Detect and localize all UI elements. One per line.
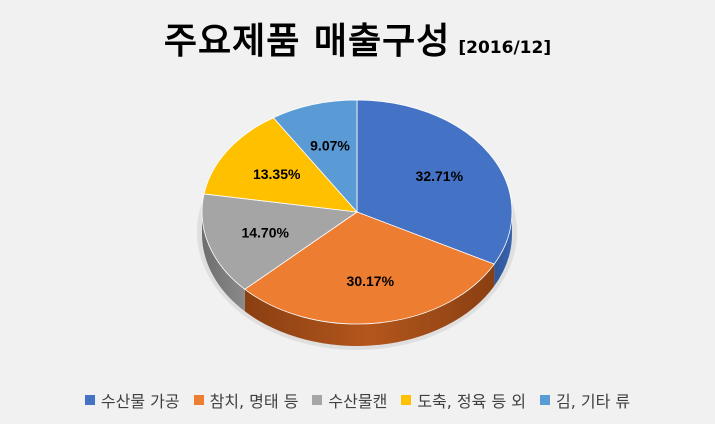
chart-title-main: 주요제품 매출구성 [163, 21, 451, 62]
legend-swatch [84, 395, 95, 405]
legend-label: 김, 기타 류 [555, 392, 631, 411]
pie-slice-김-기타-류 [272, 99, 358, 214]
pie-slice-참치-명태-등 [244, 211, 495, 325]
pie-slice-수산물캔 [201, 193, 359, 290]
legend-label: 참치, 명태 등 [209, 392, 299, 411]
legend-item-김-기타-류: 김, 기타 류 [539, 388, 631, 412]
data-label-김-기타-류: 9.07% [310, 137, 350, 153]
legend-item-수산물-가공: 수산물 가공 [84, 388, 180, 412]
legend-swatch [312, 395, 323, 405]
legend-label: 수산물캔 [328, 392, 388, 411]
pie-slice-수산물-가공 [356, 99, 513, 265]
legend-item-수산물캔: 수산물캔 [312, 388, 387, 412]
legend-swatch [193, 395, 204, 405]
pie-slice-도축-정육-등-외 [203, 117, 358, 213]
legend: 수산물 가공 참치, 명태 등 수산물캔 도축, 정육 등 외 김, 기타 류 [0, 388, 715, 412]
legend-label: 수산물 가공 [100, 392, 180, 411]
legend-item-도축-정육-등-외: 도축, 정육 등 외 [401, 388, 526, 412]
data-label-수산물캔: 14.70% [241, 225, 289, 241]
data-label-수산물-가공: 32.71% [416, 168, 464, 184]
data-label-참치-명태-등: 30.17% [347, 273, 395, 289]
pie-side-수산물캔 [202, 212, 245, 312]
legend-swatch [401, 395, 412, 405]
data-label-도축-정육-등-외: 13.35% [253, 166, 301, 182]
chart-title: 주요제품 매출구성 [2016/12] [0, 12, 715, 64]
legend-label: 도축, 정육 등 외 [417, 392, 526, 411]
chart-subtitle: [2016/12] [458, 38, 552, 58]
pie-side-참치-명태-등 [244, 264, 495, 346]
legend-item-참치-명태-등: 참치, 명태 등 [193, 388, 299, 412]
legend-swatch [539, 395, 550, 405]
pie-side-수산물-가공 [494, 212, 512, 287]
